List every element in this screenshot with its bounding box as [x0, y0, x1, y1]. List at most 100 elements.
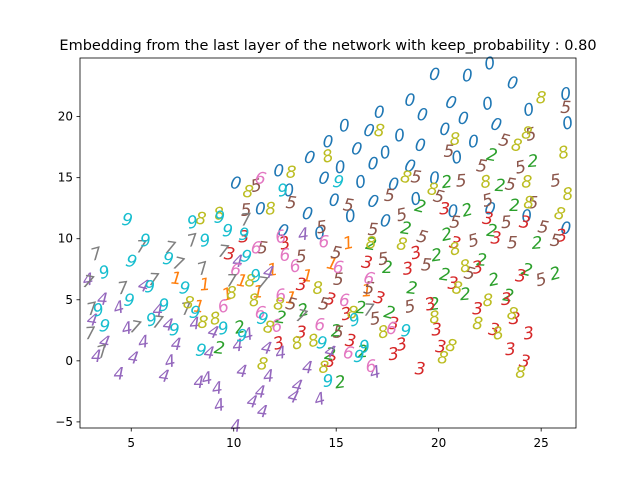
digit-point-2: 2 — [459, 285, 471, 306]
digit-point-0: 0 — [353, 172, 368, 194]
digit-point-9: 9 — [188, 302, 202, 324]
digit-point-5: 5 — [431, 186, 446, 208]
digit-point-8: 8 — [226, 283, 238, 304]
x-axis-ticks: 5 10 15 20 25 — [127, 428, 549, 450]
digit-point-3: 3 — [522, 323, 536, 344]
digit-point-3: 3 — [387, 314, 400, 335]
digit-point-8: 8 — [482, 291, 494, 312]
digit-point-6: 6 — [332, 258, 345, 279]
digit-point-9: 9 — [124, 251, 139, 273]
digit-point-8: 8 — [520, 123, 534, 144]
digit-point-2: 2 — [548, 263, 564, 285]
digit-point-8: 8 — [509, 135, 523, 157]
digit-point-2: 2 — [274, 307, 288, 328]
digit-point-4: 4 — [120, 318, 135, 340]
digit-point-8: 8 — [312, 278, 324, 299]
digit-point-7: 7 — [171, 253, 187, 275]
digit-point-3: 3 — [322, 289, 337, 311]
digit-point-8: 8 — [443, 335, 459, 357]
digit-point-0: 0 — [447, 202, 459, 223]
digit-point-4: 4 — [261, 262, 275, 284]
digit-point-2: 2 — [382, 302, 397, 324]
digit-point-0: 0 — [414, 135, 427, 156]
digit-point-6: 6 — [385, 319, 398, 340]
digit-point-6: 6 — [279, 245, 291, 266]
digit-point-8: 8 — [521, 172, 533, 193]
digit-point-3: 3 — [387, 344, 401, 365]
digit-point-9: 9 — [161, 249, 175, 271]
digit-point-9: 9 — [98, 316, 111, 337]
digit-point-0: 0 — [282, 180, 296, 201]
digit-point-0: 0 — [362, 120, 376, 142]
digit-point-6: 6 — [318, 232, 329, 252]
digit-point-1: 1 — [266, 260, 280, 281]
digit-point-5: 5 — [420, 255, 432, 276]
digit-point-1: 1 — [324, 253, 339, 275]
digit-point-6: 6 — [288, 256, 303, 278]
digit-point-2: 2 — [357, 342, 369, 363]
digit-point-4: 4 — [297, 224, 311, 245]
digit-point-0: 0 — [408, 189, 424, 211]
digit-point-2: 2 — [355, 298, 367, 319]
digit-point-5: 5 — [295, 247, 307, 268]
digit-point-0: 0 — [374, 103, 385, 123]
digit-point-5: 5 — [249, 175, 264, 197]
digit-point-4: 4 — [367, 362, 383, 384]
digit-point-6: 6 — [365, 357, 377, 378]
digit-point-0: 0 — [559, 84, 573, 105]
digit-point-4: 4 — [211, 378, 225, 399]
digit-point-9: 9 — [222, 221, 234, 242]
digit-point-3: 3 — [472, 300, 483, 320]
digit-point-9: 9 — [144, 310, 159, 332]
digit-point-9: 9 — [144, 278, 155, 298]
digit-point-9: 9 — [120, 210, 134, 231]
digit-point-3: 3 — [490, 228, 502, 249]
x-tick-label: 10 — [226, 436, 241, 450]
digit-point-4: 4 — [232, 252, 244, 273]
digit-point-3: 3 — [431, 320, 443, 341]
digit-point-1: 1 — [199, 275, 211, 296]
digit-point-0: 0 — [323, 132, 334, 152]
digit-point-8: 8 — [306, 330, 321, 352]
digit-point-0: 0 — [312, 223, 328, 245]
digit-point-1: 1 — [341, 233, 356, 255]
digit-point-3: 3 — [408, 242, 424, 264]
digit-point-9: 9 — [123, 290, 136, 311]
digit-point-4: 4 — [254, 382, 266, 403]
digit-point-2: 2 — [232, 317, 247, 339]
digit-point-4: 4 — [137, 332, 151, 353]
digit-point-5: 5 — [367, 220, 379, 241]
digit-point-9: 9 — [236, 326, 248, 347]
digit-point-6: 6 — [216, 296, 232, 318]
digit-point-8: 8 — [458, 256, 473, 278]
digit-point-0: 0 — [560, 219, 572, 240]
digit-point-9: 9 — [315, 333, 329, 354]
digit-point-8: 8 — [425, 179, 439, 201]
digit-point-5: 5 — [497, 130, 512, 152]
digit-point-5: 5 — [513, 157, 528, 179]
digit-point-9: 9 — [198, 231, 212, 252]
digit-point-7: 7 — [81, 272, 95, 294]
digit-point-8: 8 — [451, 278, 464, 299]
digit-point-8: 8 — [241, 182, 255, 203]
digit-point-9: 9 — [158, 296, 170, 317]
digit-point-3: 3 — [344, 331, 358, 352]
digit-point-2: 2 — [430, 245, 444, 266]
digit-point-5: 5 — [410, 167, 423, 188]
digit-point-9: 9 — [169, 320, 180, 340]
digit-point-7: 7 — [240, 210, 252, 231]
digit-point-0: 0 — [338, 116, 350, 137]
digit-point-6: 6 — [250, 238, 264, 259]
digit-point-9: 9 — [213, 207, 226, 228]
digit-point-0: 0 — [393, 125, 407, 146]
digit-point-8: 8 — [247, 290, 261, 311]
digit-point-4: 4 — [97, 290, 109, 311]
digit-point-5: 5 — [475, 156, 489, 177]
digit-point-3: 3 — [401, 259, 415, 280]
digit-point-3: 3 — [555, 226, 569, 247]
digit-point-4: 4 — [312, 389, 328, 411]
digit-point-0: 0 — [255, 199, 266, 219]
digit-point-8: 8 — [398, 167, 414, 189]
digit-point-2: 2 — [399, 218, 413, 239]
